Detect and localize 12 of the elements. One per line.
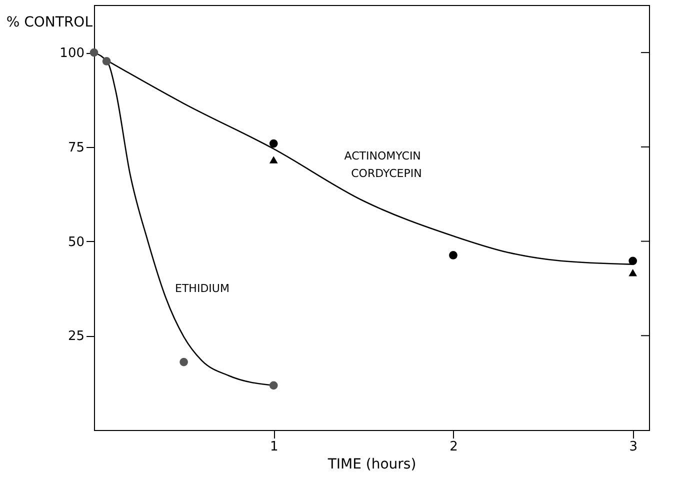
annotation: ETHIDIUM <box>175 282 230 295</box>
x-tick-label: 2 <box>450 440 458 454</box>
x-axis-title: TIME (hours) <box>326 456 416 472</box>
y-tick-label: 75 <box>68 140 84 156</box>
y-tick-label: 25 <box>68 329 84 344</box>
annotation: ACTINOMYCIN <box>344 150 421 163</box>
x-tick-label: 1 <box>270 440 278 454</box>
annotation: CORDYCEPIN <box>351 167 422 180</box>
y-tick-label: 100 <box>60 46 84 62</box>
y-tick-label: 50 <box>68 234 84 250</box>
x-tick-label: 3 <box>629 440 638 454</box>
y-axis-title: % CONTROL <box>6 14 93 30</box>
